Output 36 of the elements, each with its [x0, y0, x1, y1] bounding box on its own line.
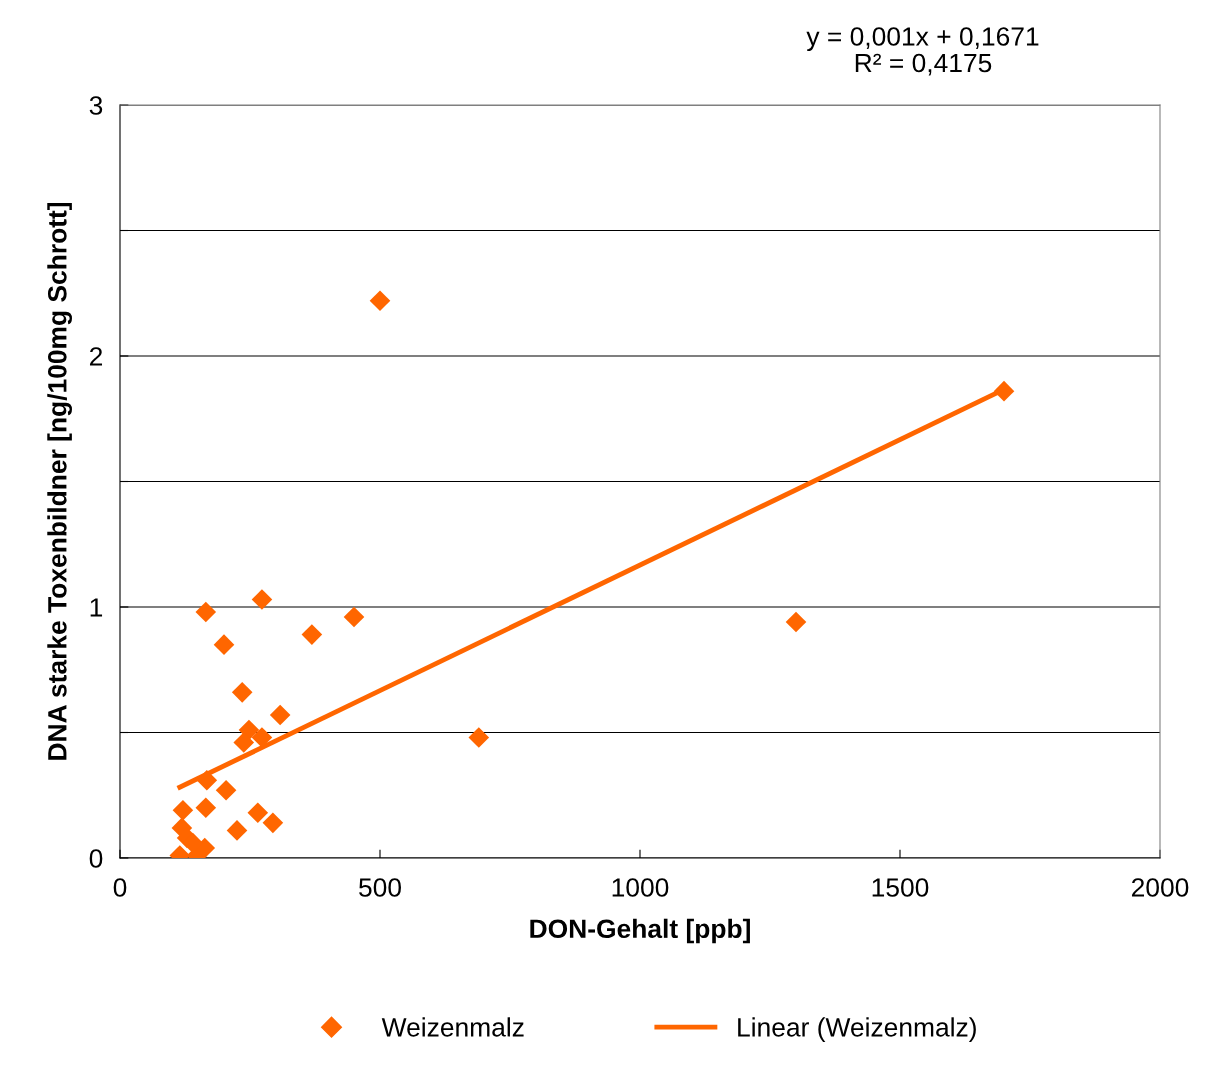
point	[369, 290, 391, 312]
point	[269, 704, 291, 726]
point	[238, 719, 260, 741]
point	[247, 802, 269, 824]
point	[262, 812, 284, 834]
y-axis-title: DNA starke Toxenbildner [ng/100mg Schrott]	[47, 202, 72, 760]
x-tick-label: 500	[359, 878, 401, 897]
point	[993, 380, 1015, 402]
text: y = 0,001x + 0,1671 R² = 0,4175	[806, 27, 1039, 76]
point	[468, 727, 490, 748]
legend-label: Weizenmalz	[381, 1017, 524, 1037]
point	[213, 634, 235, 655]
point	[301, 624, 323, 645]
y-tick-label: 0	[89, 849, 103, 868]
point	[172, 800, 194, 821]
point	[251, 727, 273, 748]
point	[785, 611, 807, 633]
legend-label: Linear (Weizenmalz)	[738, 1017, 976, 1042]
y-tick-label: 2	[89, 347, 103, 366]
x-tick-label: 0	[113, 878, 127, 897]
point	[182, 832, 204, 854]
x-tick-label: 2000	[1131, 878, 1189, 897]
point	[231, 682, 253, 703]
x-axis-title: DON-Gehalt [ppb]	[530, 918, 750, 944]
y-tick-label: 1	[90, 598, 103, 617]
y-tick-label: 3	[89, 96, 103, 115]
x-tick-label: 1000	[612, 878, 669, 897]
point	[226, 820, 248, 841]
point	[343, 606, 365, 628]
point	[195, 601, 217, 623]
point	[195, 797, 217, 819]
point	[196, 769, 218, 791]
point	[251, 589, 273, 610]
x-tick-label: 1500	[872, 878, 929, 897]
point	[215, 779, 237, 801]
point	[233, 732, 255, 753]
